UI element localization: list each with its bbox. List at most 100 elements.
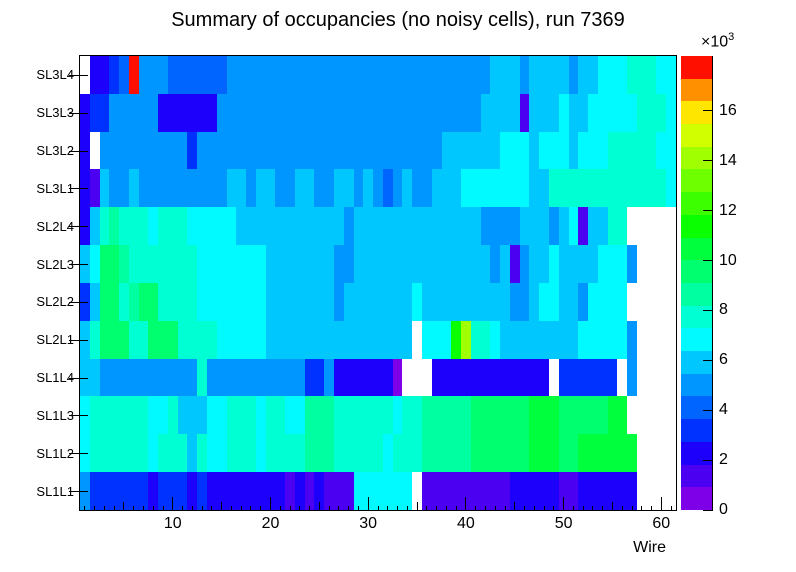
heatmap-cell — [99, 282, 110, 321]
x-axis-tick — [123, 502, 125, 510]
heatmap-cell — [246, 93, 256, 132]
heatmap-cell — [480, 396, 491, 435]
heatmap-cell — [402, 131, 413, 170]
y-axis-tick — [69, 377, 88, 379]
heatmap-cell — [187, 320, 198, 359]
heatmap-cell — [578, 93, 589, 132]
heatmap-cell — [529, 472, 540, 510]
heatmap-cell — [314, 169, 325, 208]
heatmap-cell — [568, 320, 579, 359]
x-axis-tick — [406, 506, 408, 510]
heatmap-cell — [539, 56, 549, 94]
heatmap-cell — [148, 472, 159, 510]
x-axis-tick — [348, 506, 350, 510]
heatmap-cell — [158, 472, 168, 510]
heatmap-cell — [568, 434, 579, 473]
heatmap-cell — [119, 472, 129, 510]
heatmap-cell — [539, 396, 549, 435]
heatmap-cell — [216, 472, 227, 510]
heatmap-cell — [656, 131, 667, 170]
heatmap-cell — [207, 358, 217, 397]
heatmap-cell — [490, 358, 501, 397]
heatmap-cell — [246, 169, 256, 208]
heatmap-cell — [128, 207, 139, 246]
heatmap-cell — [187, 245, 198, 283]
heatmap-cell — [636, 320, 647, 359]
heatmap-cell — [255, 131, 266, 170]
heatmap-cell — [324, 396, 335, 435]
heatmap-cell — [216, 245, 227, 283]
colorbar-band — [681, 55, 712, 79]
x-axis-tick — [103, 506, 105, 510]
x-axis-tick — [660, 497, 662, 510]
x-axis-tick — [602, 506, 604, 510]
heatmap-cell — [334, 358, 344, 397]
heatmap-cell — [275, 93, 286, 132]
heatmap-cell — [558, 358, 569, 397]
heatmap-cell — [578, 56, 589, 94]
heatmap-cell — [382, 282, 393, 321]
heatmap-cell — [392, 358, 403, 397]
heatmap-cell — [324, 93, 335, 132]
heatmap-cell — [226, 169, 237, 208]
heatmap-cell — [167, 472, 178, 510]
heatmap-cell — [646, 245, 657, 283]
heatmap-cell — [177, 131, 188, 170]
heatmap-cell — [490, 245, 501, 283]
heatmap-cell — [373, 93, 383, 132]
heatmap-cell — [607, 358, 618, 397]
heatmap-cell — [548, 169, 559, 208]
heatmap-cell — [285, 434, 295, 473]
heatmap-cell — [470, 245, 481, 283]
heatmap-cell — [207, 207, 217, 246]
heatmap-cell — [597, 93, 608, 132]
heatmap-cell — [197, 245, 208, 283]
heatmap-cell — [138, 207, 149, 246]
heatmap-cell — [451, 169, 462, 208]
heatmap-cell — [255, 56, 266, 94]
heatmap-cell — [158, 131, 168, 170]
heatmap-cell — [666, 358, 676, 397]
heatmap-cell — [588, 282, 598, 321]
heatmap-cell — [597, 320, 608, 359]
heatmap-cell — [334, 320, 344, 359]
colorbar-band — [681, 328, 712, 352]
heatmap-cell — [646, 472, 657, 510]
heatmap-cell — [285, 282, 295, 321]
heatmap-cell — [392, 207, 403, 246]
heatmap-cell — [656, 93, 667, 132]
heatmap-cell — [314, 434, 325, 473]
heatmap-cell — [226, 282, 237, 321]
heatmap-cell — [216, 282, 227, 321]
heatmap-cell — [431, 56, 442, 94]
x-axis-tick — [553, 506, 555, 510]
heatmap-cell — [99, 93, 110, 132]
heatmap-cell — [89, 245, 100, 283]
heatmap-cell — [197, 207, 208, 246]
heatmap-cell — [421, 434, 432, 473]
heatmap-cell — [99, 207, 110, 246]
heatmap-cell — [392, 93, 403, 132]
x-axis-tick — [113, 506, 115, 510]
heatmap-cell — [265, 282, 276, 321]
heatmap-cell — [80, 434, 90, 473]
heatmap-cell — [402, 472, 413, 510]
heatmap-cell — [187, 169, 198, 208]
heatmap-cell — [548, 472, 559, 510]
x-axis-tick-label: 60 — [652, 515, 671, 532]
colorbar-tick-label: 14 — [719, 151, 737, 169]
heatmap-cell — [470, 358, 481, 397]
heatmap-cell — [109, 131, 120, 170]
heatmap-cell — [197, 320, 208, 359]
x-axis-tick — [621, 506, 623, 510]
colorbar-band — [681, 214, 712, 238]
heatmap-cell — [392, 245, 403, 283]
heatmap-cell — [431, 131, 442, 170]
heatmap-cell — [177, 169, 188, 208]
heatmap-cell — [343, 358, 354, 397]
heatmap-cell — [441, 434, 452, 473]
heatmap-cell — [138, 358, 149, 397]
heatmap-cell — [236, 245, 247, 283]
heatmap-cell — [138, 245, 149, 283]
heatmap-cell — [246, 434, 256, 473]
